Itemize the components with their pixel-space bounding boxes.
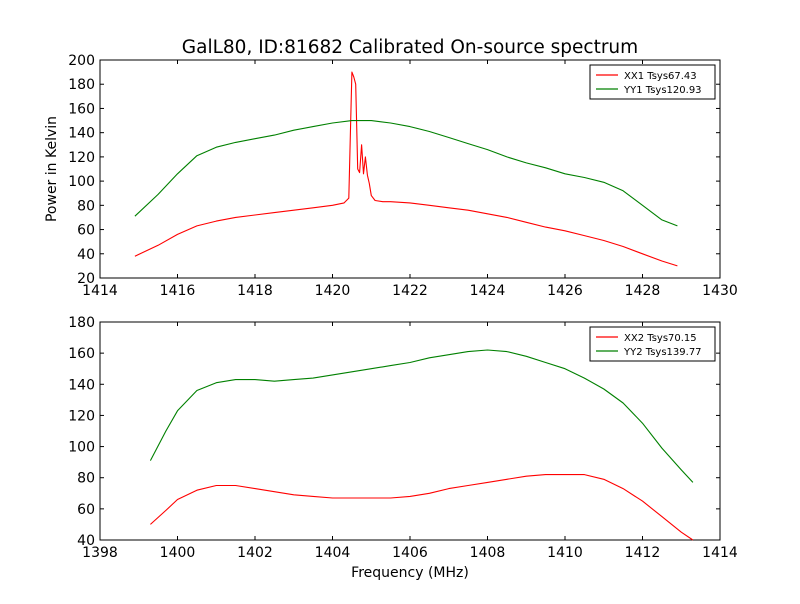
y-tick-label-2-1: 60 bbox=[77, 502, 95, 518]
legend-1: XX1 Tsys67.43 YY1 Tsys120.93 bbox=[589, 64, 716, 100]
legend-frame-2 bbox=[589, 326, 716, 362]
y-tick-label-1-8: 180 bbox=[68, 77, 95, 93]
y-axis-label: Power in Kelvin bbox=[44, 116, 60, 222]
y-tick-label-1-5: 120 bbox=[68, 150, 95, 166]
y-tick-label-2-3: 100 bbox=[68, 440, 95, 456]
subplot-2: 1398 1400 1402 1404 1406 1408 1410 1412 1414 40 60… bbox=[68, 315, 738, 561]
x-tick-label-2-1: 1400 bbox=[160, 545, 196, 561]
x-tick-label-1-8: 1430 bbox=[702, 283, 738, 299]
y-tick-label-1-6: 140 bbox=[68, 126, 95, 142]
series-line-2-1 bbox=[150, 474, 694, 541]
x-tick-label-2-5: 1408 bbox=[470, 545, 506, 561]
series-line-1-1 bbox=[134, 71, 678, 267]
x-tick-label-1-5: 1424 bbox=[470, 283, 506, 299]
x-tick-label-2-6: 1410 bbox=[547, 545, 583, 561]
legend-2: XX2 Tsys70.15 YY2 Tsys139.77 bbox=[589, 326, 716, 362]
y-tick-label-1-4: 100 bbox=[68, 174, 95, 190]
legend-label-1-1: XX1 Tsys67.43 bbox=[624, 71, 697, 82]
x-tick-label-1-3: 1420 bbox=[315, 283, 351, 299]
x-axis-label: Frequency (MHz) bbox=[351, 565, 469, 581]
x-tick-label-1-7: 1428 bbox=[625, 283, 661, 299]
y-tick-label-1-3: 80 bbox=[77, 198, 95, 214]
x-tick-label-1-2: 1418 bbox=[237, 283, 273, 299]
subplot-1: 1414 1416 1418 1420 1422 1424 1426 1428 1430 20 40… bbox=[68, 53, 738, 299]
x-tick-label-2-3: 1404 bbox=[315, 545, 351, 561]
y-tick-label-1-2: 60 bbox=[77, 223, 95, 239]
legend-frame-1 bbox=[589, 64, 716, 100]
x-tick-label-2-7: 1412 bbox=[625, 545, 661, 561]
y-tick-label-1-0: 20 bbox=[77, 271, 95, 287]
y-tick-label-2-5: 140 bbox=[68, 377, 95, 393]
y-tick-label-1-1: 40 bbox=[77, 247, 95, 263]
legend-label-1-2: YY1 Tsys120.93 bbox=[623, 85, 702, 96]
x-tick-label-2-8: 1414 bbox=[702, 545, 738, 561]
x-tick-label-1-0: 1414 bbox=[82, 283, 118, 299]
series-line-2-2 bbox=[149, 349, 694, 483]
y-tick-label-1-9: 200 bbox=[68, 53, 95, 69]
x-tick-label-2-2: 1402 bbox=[237, 545, 273, 561]
x-tick-label-2-0: 1398 bbox=[82, 545, 118, 561]
legend-label-2-2: YY2 Tsys139.77 bbox=[623, 347, 702, 358]
y-tick-label-2-7: 180 bbox=[68, 315, 95, 331]
y-tick-label-1-7: 160 bbox=[68, 101, 95, 117]
y-tick-label-2-0: 40 bbox=[77, 533, 95, 549]
x-tick-label-1-6: 1426 bbox=[547, 283, 583, 299]
x-tick-label-1-4: 1422 bbox=[392, 283, 428, 299]
series-line-1-2 bbox=[134, 120, 678, 227]
y-tick-label-2-6: 160 bbox=[68, 346, 95, 362]
legend-label-2-1: XX2 Tsys70.15 bbox=[624, 333, 697, 344]
x-tick-label-2-4: 1406 bbox=[392, 545, 428, 561]
y-tick-label-2-2: 80 bbox=[77, 471, 95, 487]
y-tick-label-2-4: 120 bbox=[68, 408, 95, 424]
x-tick-label-1-1: 1416 bbox=[160, 283, 196, 299]
chart-title: GalL80, ID:81682 Calibrated On-source sp… bbox=[182, 37, 638, 58]
